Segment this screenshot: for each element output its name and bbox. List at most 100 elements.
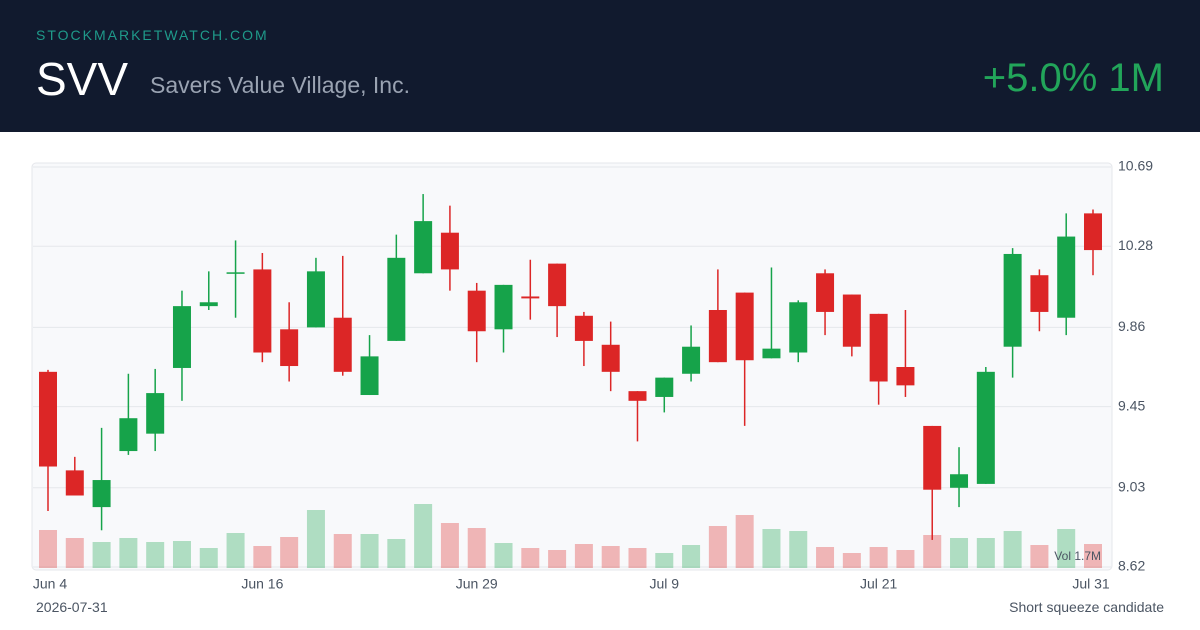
volume-bar: [172, 541, 191, 568]
candle-body: [253, 269, 272, 353]
volume-bar: [199, 548, 218, 568]
volume-bar: [387, 539, 406, 568]
candle-body: [467, 290, 486, 332]
volume-label: Vol 1.7M: [1054, 549, 1101, 563]
volume-bar: [360, 534, 379, 568]
candle-body: [708, 309, 727, 363]
volume-bar: [253, 546, 272, 568]
volume-bar: [1057, 529, 1076, 568]
candle-body: [92, 480, 111, 508]
candle-body: [440, 232, 459, 270]
ticker: SVV: [36, 53, 129, 105]
candle-body: [360, 356, 379, 396]
volume-bar: [628, 548, 647, 568]
volume-bar: [762, 529, 781, 568]
volume-bar: [1030, 545, 1049, 568]
candle-body: [1057, 236, 1076, 318]
x-tick-label: Jun 4: [33, 576, 67, 592]
candle-body: [682, 346, 701, 374]
candle-body: [655, 377, 674, 397]
volume-bar: [708, 526, 727, 568]
x-tick-label: Jun 16: [241, 576, 283, 592]
candle-body: [950, 474, 969, 488]
y-tick-label: 10.28: [1118, 237, 1153, 253]
volume-bar: [39, 530, 57, 568]
candle-body: [762, 348, 781, 359]
y-tick-label: 9.45: [1118, 397, 1145, 413]
volume-bar: [655, 553, 674, 568]
candle-body: [199, 302, 218, 307]
candle-body: [65, 470, 84, 496]
y-tick-label: 10.69: [1118, 158, 1153, 174]
y-tick-label: 9.03: [1118, 478, 1145, 494]
volume-bar: [601, 546, 620, 568]
volume-bar: [923, 535, 942, 568]
candle-body: [574, 315, 593, 341]
y-tick-label: 8.62: [1118, 558, 1145, 574]
volume-bar: [306, 510, 325, 568]
company-name: Savers Value Village, Inc.: [150, 72, 410, 98]
volume-bar: [548, 550, 567, 568]
candle-body: [1030, 275, 1049, 312]
x-tick-label: Jul 21: [860, 576, 898, 592]
plot-area: [31, 162, 1113, 571]
candle-body: [548, 263, 567, 307]
volume-bar: [92, 542, 111, 568]
y-tick-label: 9.86: [1118, 318, 1145, 334]
volume-bar: [950, 538, 969, 568]
candle-body: [280, 329, 299, 367]
candle-body: [789, 302, 808, 353]
x-tick-label: Jun 29: [456, 576, 498, 592]
volume-bar: [521, 548, 540, 568]
x-tick-label: Jul 9: [649, 576, 679, 592]
candle-body: [119, 418, 138, 452]
candle-body: [226, 272, 245, 274]
candle-body: [735, 292, 754, 361]
volume-bar: [119, 538, 138, 568]
candle-body: [842, 294, 861, 347]
volume-bar: [146, 542, 165, 568]
volume-bar: [414, 504, 433, 568]
date: 2026-07-31: [36, 599, 108, 615]
volume-bar: [789, 531, 808, 568]
candle-body: [172, 306, 191, 368]
candle-body: [333, 317, 352, 372]
candle-body: [414, 221, 433, 274]
candle-body: [976, 371, 995, 484]
candle-body: [39, 371, 57, 467]
volume-bar: [574, 544, 593, 568]
candle-body: [896, 367, 915, 386]
volume-bar: [280, 537, 299, 568]
candle-body: [1003, 253, 1022, 347]
volume-bar: [65, 538, 84, 568]
candle-body: [923, 425, 942, 490]
volume-bar: [333, 534, 352, 568]
candle-body: [1084, 213, 1102, 251]
volume-bar: [816, 547, 835, 568]
volume-bar: [467, 528, 486, 568]
candle-body: [387, 257, 406, 341]
volume-bar: [1084, 544, 1102, 568]
candle-body: [628, 391, 647, 401]
candle-body: [494, 284, 513, 330]
volume-bar: [682, 545, 701, 568]
volume-bar: [440, 523, 459, 568]
volume-bar: [976, 538, 995, 568]
candle-body: [521, 296, 540, 299]
note: Short squeeze candidate: [1009, 599, 1164, 615]
x-tick-label: Jul 31: [1072, 576, 1110, 592]
header: STOCKMARKETWATCH.COM SVV Savers Value Vi…: [0, 0, 1200, 132]
candle-body: [306, 271, 325, 328]
volume-bar: [842, 553, 861, 568]
candle-body: [601, 344, 620, 372]
volume-bar: [226, 533, 245, 568]
volume-bar: [869, 547, 888, 568]
volume-bar: [494, 543, 513, 568]
candle-body: [146, 393, 165, 434]
price-change: +5.0% 1M: [982, 56, 1164, 100]
candle-body: [816, 273, 835, 312]
volume-bar: [896, 550, 915, 568]
volume-bar: [735, 515, 754, 568]
volume-bar: [1003, 531, 1022, 568]
